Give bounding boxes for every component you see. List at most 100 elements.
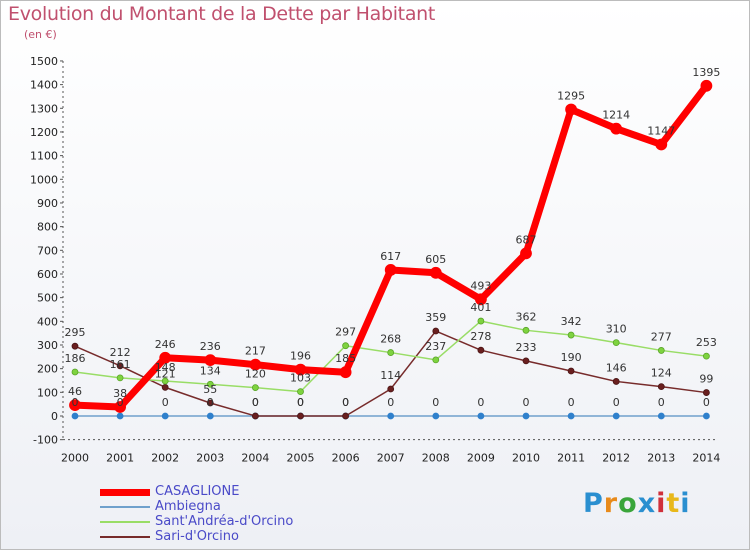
data-label: 0 <box>297 396 304 409</box>
data-label: 233 <box>516 341 537 354</box>
legend-swatch <box>100 506 150 508</box>
data-point <box>206 380 214 388</box>
y-tick-label: 0 <box>51 410 58 423</box>
data-point <box>703 412 710 420</box>
data-label: 186 <box>65 352 86 365</box>
data-point <box>116 362 124 370</box>
chart-unit-label: (en €) <box>24 28 57 41</box>
data-label: 120 <box>245 368 266 381</box>
data-point <box>655 138 668 151</box>
x-tick-label: 2002 <box>151 452 179 465</box>
data-label: 295 <box>65 326 86 339</box>
data-point <box>567 367 575 375</box>
data-label: 0 <box>342 396 349 409</box>
data-label: 190 <box>561 351 582 364</box>
data-point <box>204 354 217 367</box>
legend-swatch <box>100 536 150 538</box>
legend-item-ambiegna[interactable]: Ambiegna <box>100 499 360 514</box>
y-tick-label: 1200 <box>30 126 58 139</box>
data-point <box>567 412 575 420</box>
data-label: 1147 <box>647 125 675 138</box>
data-label: 493 <box>470 279 491 292</box>
data-label: 0 <box>342 396 349 409</box>
data-label: 0 <box>703 396 710 409</box>
x-tick-label: 2007 <box>377 452 405 465</box>
x-tick-label: 2012 <box>602 452 630 465</box>
x-tick-label: 2011 <box>557 452 585 465</box>
series-ambiegna <box>71 412 710 420</box>
data-point <box>159 351 172 364</box>
data-label: 0 <box>207 396 214 409</box>
data-point <box>657 383 665 391</box>
x-tick-label: 2000 <box>61 452 89 465</box>
series-layer <box>69 79 713 420</box>
data-point <box>206 399 214 407</box>
data-label: 0 <box>252 396 259 409</box>
chart-title: Evolution du Montant de la Dette par Hab… <box>8 3 436 25</box>
y-tick-label: 900 <box>37 197 58 210</box>
data-point <box>116 374 124 382</box>
data-label: 196 <box>290 350 311 363</box>
data-point <box>610 122 623 135</box>
series-sari-d-orcino <box>71 327 710 420</box>
data-point <box>522 326 530 334</box>
data-label: 0 <box>162 396 169 409</box>
y-tick-label: 1400 <box>30 79 58 92</box>
legend-label: CASAGLIONE <box>155 484 240 499</box>
data-point <box>657 347 665 354</box>
data-label: 246 <box>155 338 176 351</box>
data-point <box>206 412 214 420</box>
y-tick-label: 700 <box>37 244 58 257</box>
data-point <box>387 349 395 356</box>
y-tick-label: 1100 <box>30 150 58 163</box>
data-point <box>297 412 304 420</box>
y-tick-label: 1000 <box>30 173 58 186</box>
data-label: 1214 <box>602 109 630 122</box>
data-label: 687 <box>516 233 537 246</box>
data-label: 359 <box>425 311 446 324</box>
logo-letter: i <box>656 488 667 519</box>
data-point <box>114 401 126 413</box>
series-sant-andr-a-d-orcino <box>71 317 710 396</box>
data-point <box>657 412 665 420</box>
data-point <box>297 388 304 396</box>
data-point <box>432 356 440 364</box>
x-tick-label: 2008 <box>422 452 450 465</box>
series-casaglione <box>69 79 713 413</box>
data-label: 0 <box>568 396 575 409</box>
y-tick-label: 600 <box>37 268 58 281</box>
legend-item-sant-andrea-d-orcino[interactable]: Sant'Andréa-d'Orcino <box>100 514 360 529</box>
logo-letter: r <box>603 488 619 519</box>
data-point <box>161 412 169 420</box>
data-point <box>612 412 620 420</box>
data-point <box>703 389 710 396</box>
data-point <box>612 378 620 385</box>
x-tick-label: 2004 <box>241 452 269 465</box>
x-tick-label: 2014 <box>692 452 720 465</box>
data-point <box>116 412 124 420</box>
data-label: 0 <box>117 396 124 409</box>
data-label: 0 <box>297 396 304 409</box>
data-label: 237 <box>425 340 446 353</box>
data-point <box>522 357 530 365</box>
y-tick-label: 200 <box>37 363 58 376</box>
data-label: 0 <box>477 396 484 409</box>
y-tick-label: 100 <box>37 386 58 399</box>
data-label: 185 <box>335 352 356 365</box>
data-point <box>342 412 350 420</box>
data-point <box>432 412 440 420</box>
data-point <box>384 264 397 276</box>
legend: CASAGLIONE Ambiegna Sant'Andréa-d'Orcino… <box>100 484 360 544</box>
data-label: 114 <box>380 369 401 382</box>
legend-label: Sari-d'Orcino <box>155 529 239 544</box>
data-point <box>161 377 169 385</box>
data-point <box>565 103 577 116</box>
data-point <box>71 412 79 420</box>
legend-swatch <box>100 521 150 523</box>
legend-item-sari-d-orcino[interactable]: Sari-d'Orcino <box>100 529 360 544</box>
data-label: 297 <box>335 326 356 339</box>
x-tick-label: 2013 <box>647 452 675 465</box>
legend-item-casaglione[interactable]: CASAGLIONE <box>100 484 360 499</box>
data-label: 362 <box>516 310 537 323</box>
